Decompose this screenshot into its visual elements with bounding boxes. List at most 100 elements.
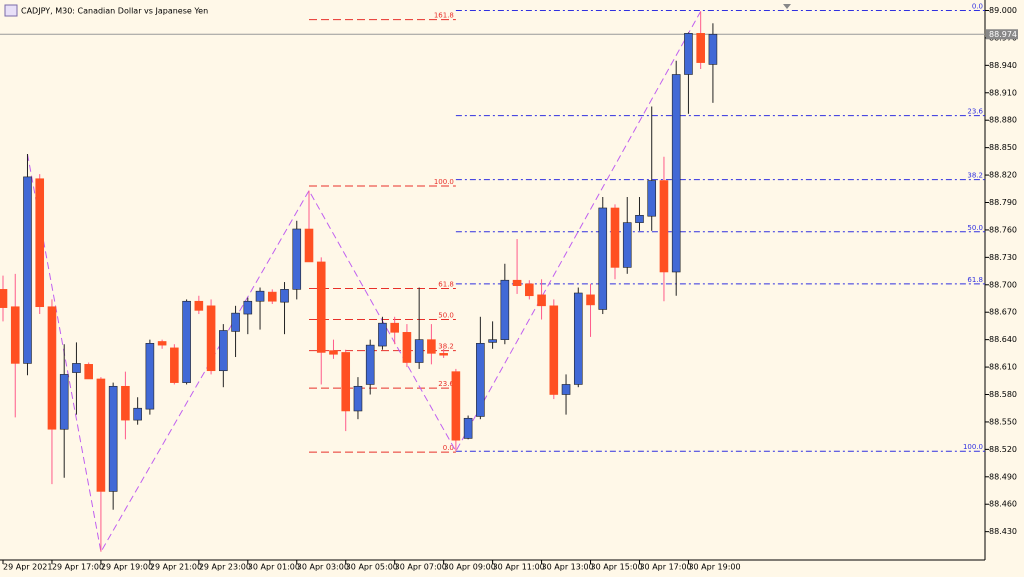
y-tick-label: 88.460	[989, 500, 1017, 509]
candle-body	[157, 341, 167, 346]
candle-body	[659, 180, 669, 273]
candle-body	[304, 228, 314, 263]
x-tick-label: 29 Apr 21:00	[150, 563, 202, 572]
candle-body	[488, 339, 497, 343]
candle-body	[647, 180, 657, 217]
candle-body	[696, 33, 705, 63]
candle-body	[684, 33, 693, 75]
x-tick-label: 30 Apr 13:00	[542, 563, 594, 572]
y-tick-label: 88.550	[989, 417, 1017, 426]
fib-label: 161.8	[434, 12, 454, 20]
candle-body	[439, 353, 448, 356]
symbol-icon	[4, 4, 18, 17]
shift-marker	[783, 4, 791, 9]
candle-body	[194, 300, 204, 311]
candle-body	[427, 339, 436, 354]
y-tick-label: 88.580	[989, 390, 1017, 399]
candle-body	[243, 300, 253, 315]
candle-body	[341, 352, 351, 412]
candle-body	[121, 385, 130, 421]
last-price-box	[986, 29, 1018, 40]
x-tick-label: 30 Apr 05:00	[346, 563, 398, 572]
y-tick-label: 88.700	[989, 280, 1017, 289]
last-price-label: 88.974	[989, 30, 1017, 39]
candle-body	[561, 384, 571, 395]
candle-body	[292, 228, 302, 290]
candle-body	[622, 222, 632, 268]
candle-body	[316, 261, 326, 353]
candle-body	[23, 176, 32, 364]
fib-label: 61.8	[967, 276, 983, 284]
candle-body	[108, 385, 118, 492]
candle-body	[451, 371, 461, 441]
candle-body	[500, 279, 510, 340]
fib-label: 100.0	[434, 178, 454, 186]
chart-title: CADJPY, M30: Canadian Dollar vs Japanese…	[21, 7, 208, 16]
candle-body	[35, 178, 45, 308]
candle-body	[708, 33, 718, 65]
y-tick-label: 88.670	[989, 308, 1017, 317]
fib-label: 61.8	[438, 280, 454, 288]
y-tick-label: 88.820	[989, 171, 1017, 180]
y-tick-label: 89.000	[989, 6, 1017, 15]
candle-body	[59, 374, 69, 430]
y-tick-label: 88.850	[989, 143, 1017, 152]
x-tick-label: 29 Apr 23:00	[199, 563, 251, 572]
x-tick-label: 29 Apr 2021	[3, 563, 52, 572]
candle-body	[219, 330, 228, 372]
y-tick-label: 88.430	[989, 527, 1017, 536]
candle-body	[0, 289, 8, 308]
candle-body	[280, 289, 289, 303]
candle-body	[573, 292, 583, 385]
candle-body	[10, 306, 20, 364]
candle-body	[145, 343, 155, 410]
candle-body	[414, 339, 424, 363]
x-tick-label: 30 Apr 03:00	[297, 563, 349, 572]
candle-body	[671, 74, 681, 273]
fib-label: 50.0	[438, 312, 454, 320]
y-tick-label: 88.910	[989, 88, 1017, 97]
candle-body	[206, 305, 216, 372]
candle-body	[512, 279, 522, 287]
fib-label: 38.2	[967, 172, 983, 180]
candle-body	[72, 363, 81, 373]
x-tick-label: 30 Apr 07:00	[395, 563, 447, 572]
candle-body	[525, 283, 534, 297]
candle-body	[598, 207, 608, 310]
y-tick-label: 88.790	[989, 198, 1017, 207]
y-tick-label: 88.940	[989, 61, 1017, 70]
x-tick-label: 29 Apr 17:00	[52, 563, 104, 572]
candle-body	[378, 322, 387, 347]
candle-body	[182, 300, 191, 383]
candle-body	[390, 322, 399, 333]
y-tick-label: 88.490	[989, 472, 1017, 481]
x-tick-label: 30 Apr 15:00	[591, 563, 643, 572]
x-tick-label: 30 Apr 17:00	[639, 563, 691, 572]
y-tick-label: 88.610	[989, 363, 1017, 372]
x-tick-label: 30 Apr 01:00	[248, 563, 300, 572]
candle-body	[47, 306, 57, 430]
candle-body	[549, 305, 559, 395]
candle-body	[476, 343, 485, 417]
candle-body	[231, 312, 240, 332]
fib-label: 50.0	[967, 224, 983, 232]
y-tick-label: 88.640	[989, 335, 1017, 344]
candle-body	[96, 378, 106, 492]
candle-body	[255, 290, 265, 302]
y-tick-label: 88.520	[989, 445, 1017, 454]
candle-body	[329, 350, 338, 355]
fib-label: 38.2	[438, 343, 454, 351]
x-tick-label: 30 Apr 19:00	[688, 563, 740, 572]
candle-body	[610, 207, 620, 268]
x-tick-label: 30 Apr 11:00	[493, 563, 545, 572]
candle-body	[537, 294, 546, 307]
candle-body	[133, 407, 142, 421]
fib-label: 100.0	[963, 443, 983, 451]
x-tick-label: 29 Apr 19:00	[101, 563, 153, 572]
fib-label: 23.6	[438, 380, 454, 388]
fib-label: 0.0	[972, 2, 983, 10]
candle-body	[402, 332, 412, 363]
candle-body	[365, 344, 375, 385]
